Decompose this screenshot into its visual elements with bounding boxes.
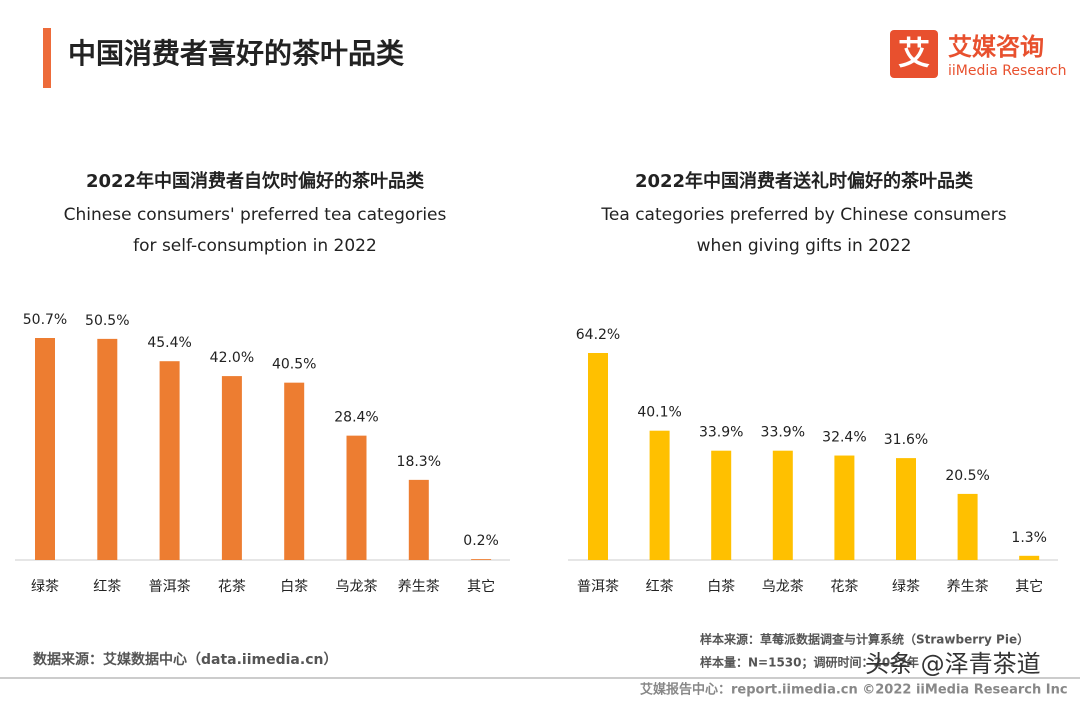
category-label: 其它 xyxy=(467,578,495,595)
bar xyxy=(772,450,793,560)
chart-subtitle: when giving gifts in 2022 xyxy=(697,236,912,256)
value-label: 50.5% xyxy=(85,313,129,329)
category-label: 花茶 xyxy=(830,579,858,595)
bar xyxy=(35,338,55,560)
value-label: 33.9% xyxy=(761,425,805,441)
value-label: 1.3% xyxy=(1011,530,1047,546)
source: 数据来源：艾媒数据中心（data.iimedia.cn） xyxy=(33,651,337,668)
report-center: 艾媒报告中心：report.iimedia.cn ©2022 iiMedia R… xyxy=(640,682,1068,698)
category-label: 红茶 xyxy=(646,579,674,595)
bar xyxy=(588,353,608,560)
logo-sub: iiMedia Research xyxy=(948,63,1067,79)
category-label: 绿茶 xyxy=(892,579,920,595)
bar xyxy=(97,338,118,560)
chart-subtitle: for self-consumption in 2022 xyxy=(133,236,377,256)
bar xyxy=(834,455,855,560)
value-label: 32.4% xyxy=(822,430,866,446)
sample-source: 样本来源：草莓派数据调查与计算系统（Strawberry Pie） xyxy=(700,632,1029,647)
category-label: 养生茶 xyxy=(947,579,989,595)
value-label: 31.6% xyxy=(884,432,928,448)
bar xyxy=(1019,555,1040,560)
value-label: 40.1% xyxy=(637,405,681,421)
value-label: 20.5% xyxy=(945,468,989,484)
chart-title: 2022年中国消费者自饮时偏好的茶叶品类 xyxy=(86,170,425,192)
bar xyxy=(957,493,978,560)
bar xyxy=(408,479,429,560)
logo-mark-bg xyxy=(890,30,938,78)
category-label: 花茶 xyxy=(218,579,246,595)
value-label: 18.3% xyxy=(397,454,441,470)
category-label: 白茶 xyxy=(280,579,308,595)
chart-subtitle: Tea categories preferred by Chinese cons… xyxy=(600,205,1006,225)
bar xyxy=(471,559,492,560)
watermark: 头条 @泽青茶道 xyxy=(865,650,1041,678)
category-label: 白茶 xyxy=(707,579,735,595)
sample-size: 样本量：N=1530；调研时间：2022年 xyxy=(700,655,919,670)
bar xyxy=(896,458,916,560)
page-title: 中国消费者喜好的茶叶品类 xyxy=(68,37,404,70)
category-label: 红茶 xyxy=(93,579,121,595)
bar xyxy=(221,376,242,560)
value-label: 50.7% xyxy=(23,312,67,328)
value-label: 40.5% xyxy=(272,357,316,373)
category-label: 普洱茶 xyxy=(149,579,191,595)
value-label: 64.2% xyxy=(576,327,620,343)
bar xyxy=(346,435,367,560)
category-label: 乌龙茶 xyxy=(336,579,378,595)
value-label: 42.0% xyxy=(210,350,254,366)
category-label: 绿茶 xyxy=(31,579,59,595)
category-label: 普洱茶 xyxy=(577,579,619,595)
bar xyxy=(284,382,305,560)
bar xyxy=(649,430,670,560)
logo-name: 艾媒咨询 xyxy=(948,33,1044,61)
category-label: 其它 xyxy=(1015,578,1043,595)
value-label: 28.4% xyxy=(334,410,378,426)
value-label: 33.9% xyxy=(699,425,743,441)
chart-subtitle: Chinese consumers' preferred tea categor… xyxy=(64,205,447,225)
bar xyxy=(159,361,180,560)
chart-title: 2022年中国消费者送礼时偏好的茶叶品类 xyxy=(635,170,974,192)
category-label: 养生茶 xyxy=(398,579,440,595)
category-label: 乌龙茶 xyxy=(762,579,804,595)
value-label: 0.2% xyxy=(463,533,499,549)
bar xyxy=(711,450,732,560)
logo-mark: 艾 xyxy=(898,34,930,72)
title-accent xyxy=(43,28,51,88)
value-label: 45.4% xyxy=(147,335,191,351)
